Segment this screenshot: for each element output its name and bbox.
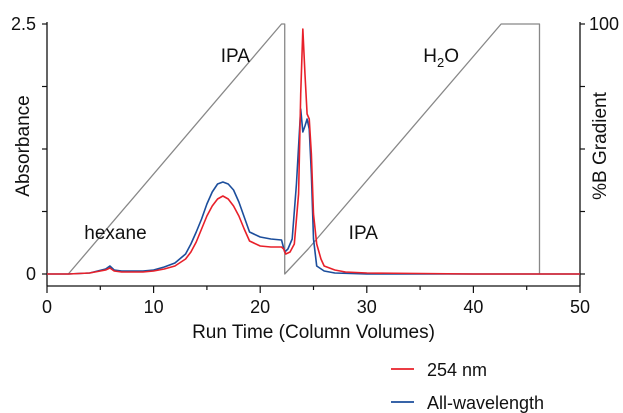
x-tick-label: 0 — [42, 297, 52, 317]
legend: 254 nm All-wavelength — [391, 360, 544, 413]
x-tick-label: 10 — [144, 297, 164, 317]
legend-label: 254 nm — [427, 360, 487, 380]
labels-group: 0 10 20 30 40 50 0 2.5 100 Run Time (Column Volum… — [11, 14, 619, 343]
x-axis-label: Run Time (Column Volumes) — [192, 322, 435, 343]
x-tick-label: 50 — [570, 297, 590, 317]
x-tick-label: 30 — [357, 297, 377, 317]
y-axis-left-label: Absorbance — [13, 95, 34, 196]
x-tick-label: 40 — [463, 297, 483, 317]
axes-group — [42, 22, 585, 293]
plot-group — [47, 23, 580, 275]
y-left-tick-label: 0 — [26, 264, 36, 284]
annotation-label: IPA — [221, 46, 251, 67]
legend-label: All-wavelength — [427, 393, 544, 413]
series-line-all-wavelength — [47, 108, 580, 275]
y-axis-right-label: %B Gradient — [590, 91, 611, 199]
y-right-tick-label: 100 — [589, 14, 619, 34]
y-left-tick-label: 2.5 — [11, 14, 36, 34]
annotation-label: IPA — [349, 223, 379, 244]
annotation-label: H2O — [423, 46, 459, 70]
series-line--b-gradient — [67, 23, 541, 275]
annotation-label: hexane — [84, 223, 146, 244]
x-tick-label: 20 — [250, 297, 270, 317]
series-line-254-nm — [47, 28, 580, 275]
